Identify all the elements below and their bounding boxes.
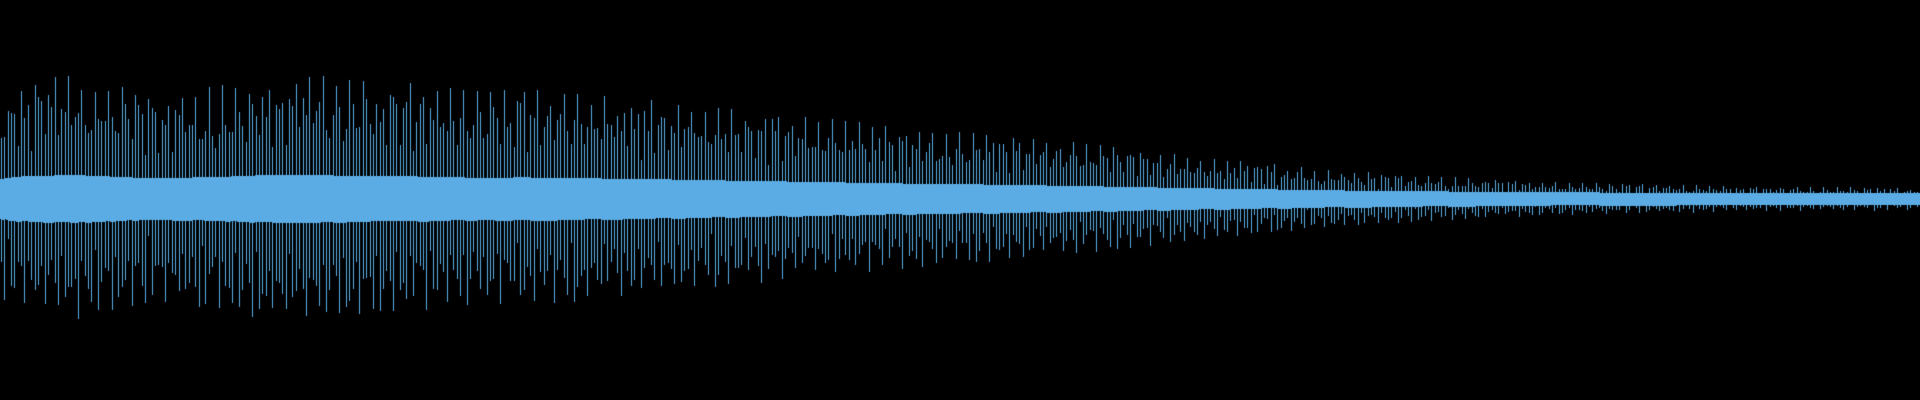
audio-waveform-canvas [0, 0, 1920, 400]
audio-waveform-viewer [0, 0, 1920, 400]
